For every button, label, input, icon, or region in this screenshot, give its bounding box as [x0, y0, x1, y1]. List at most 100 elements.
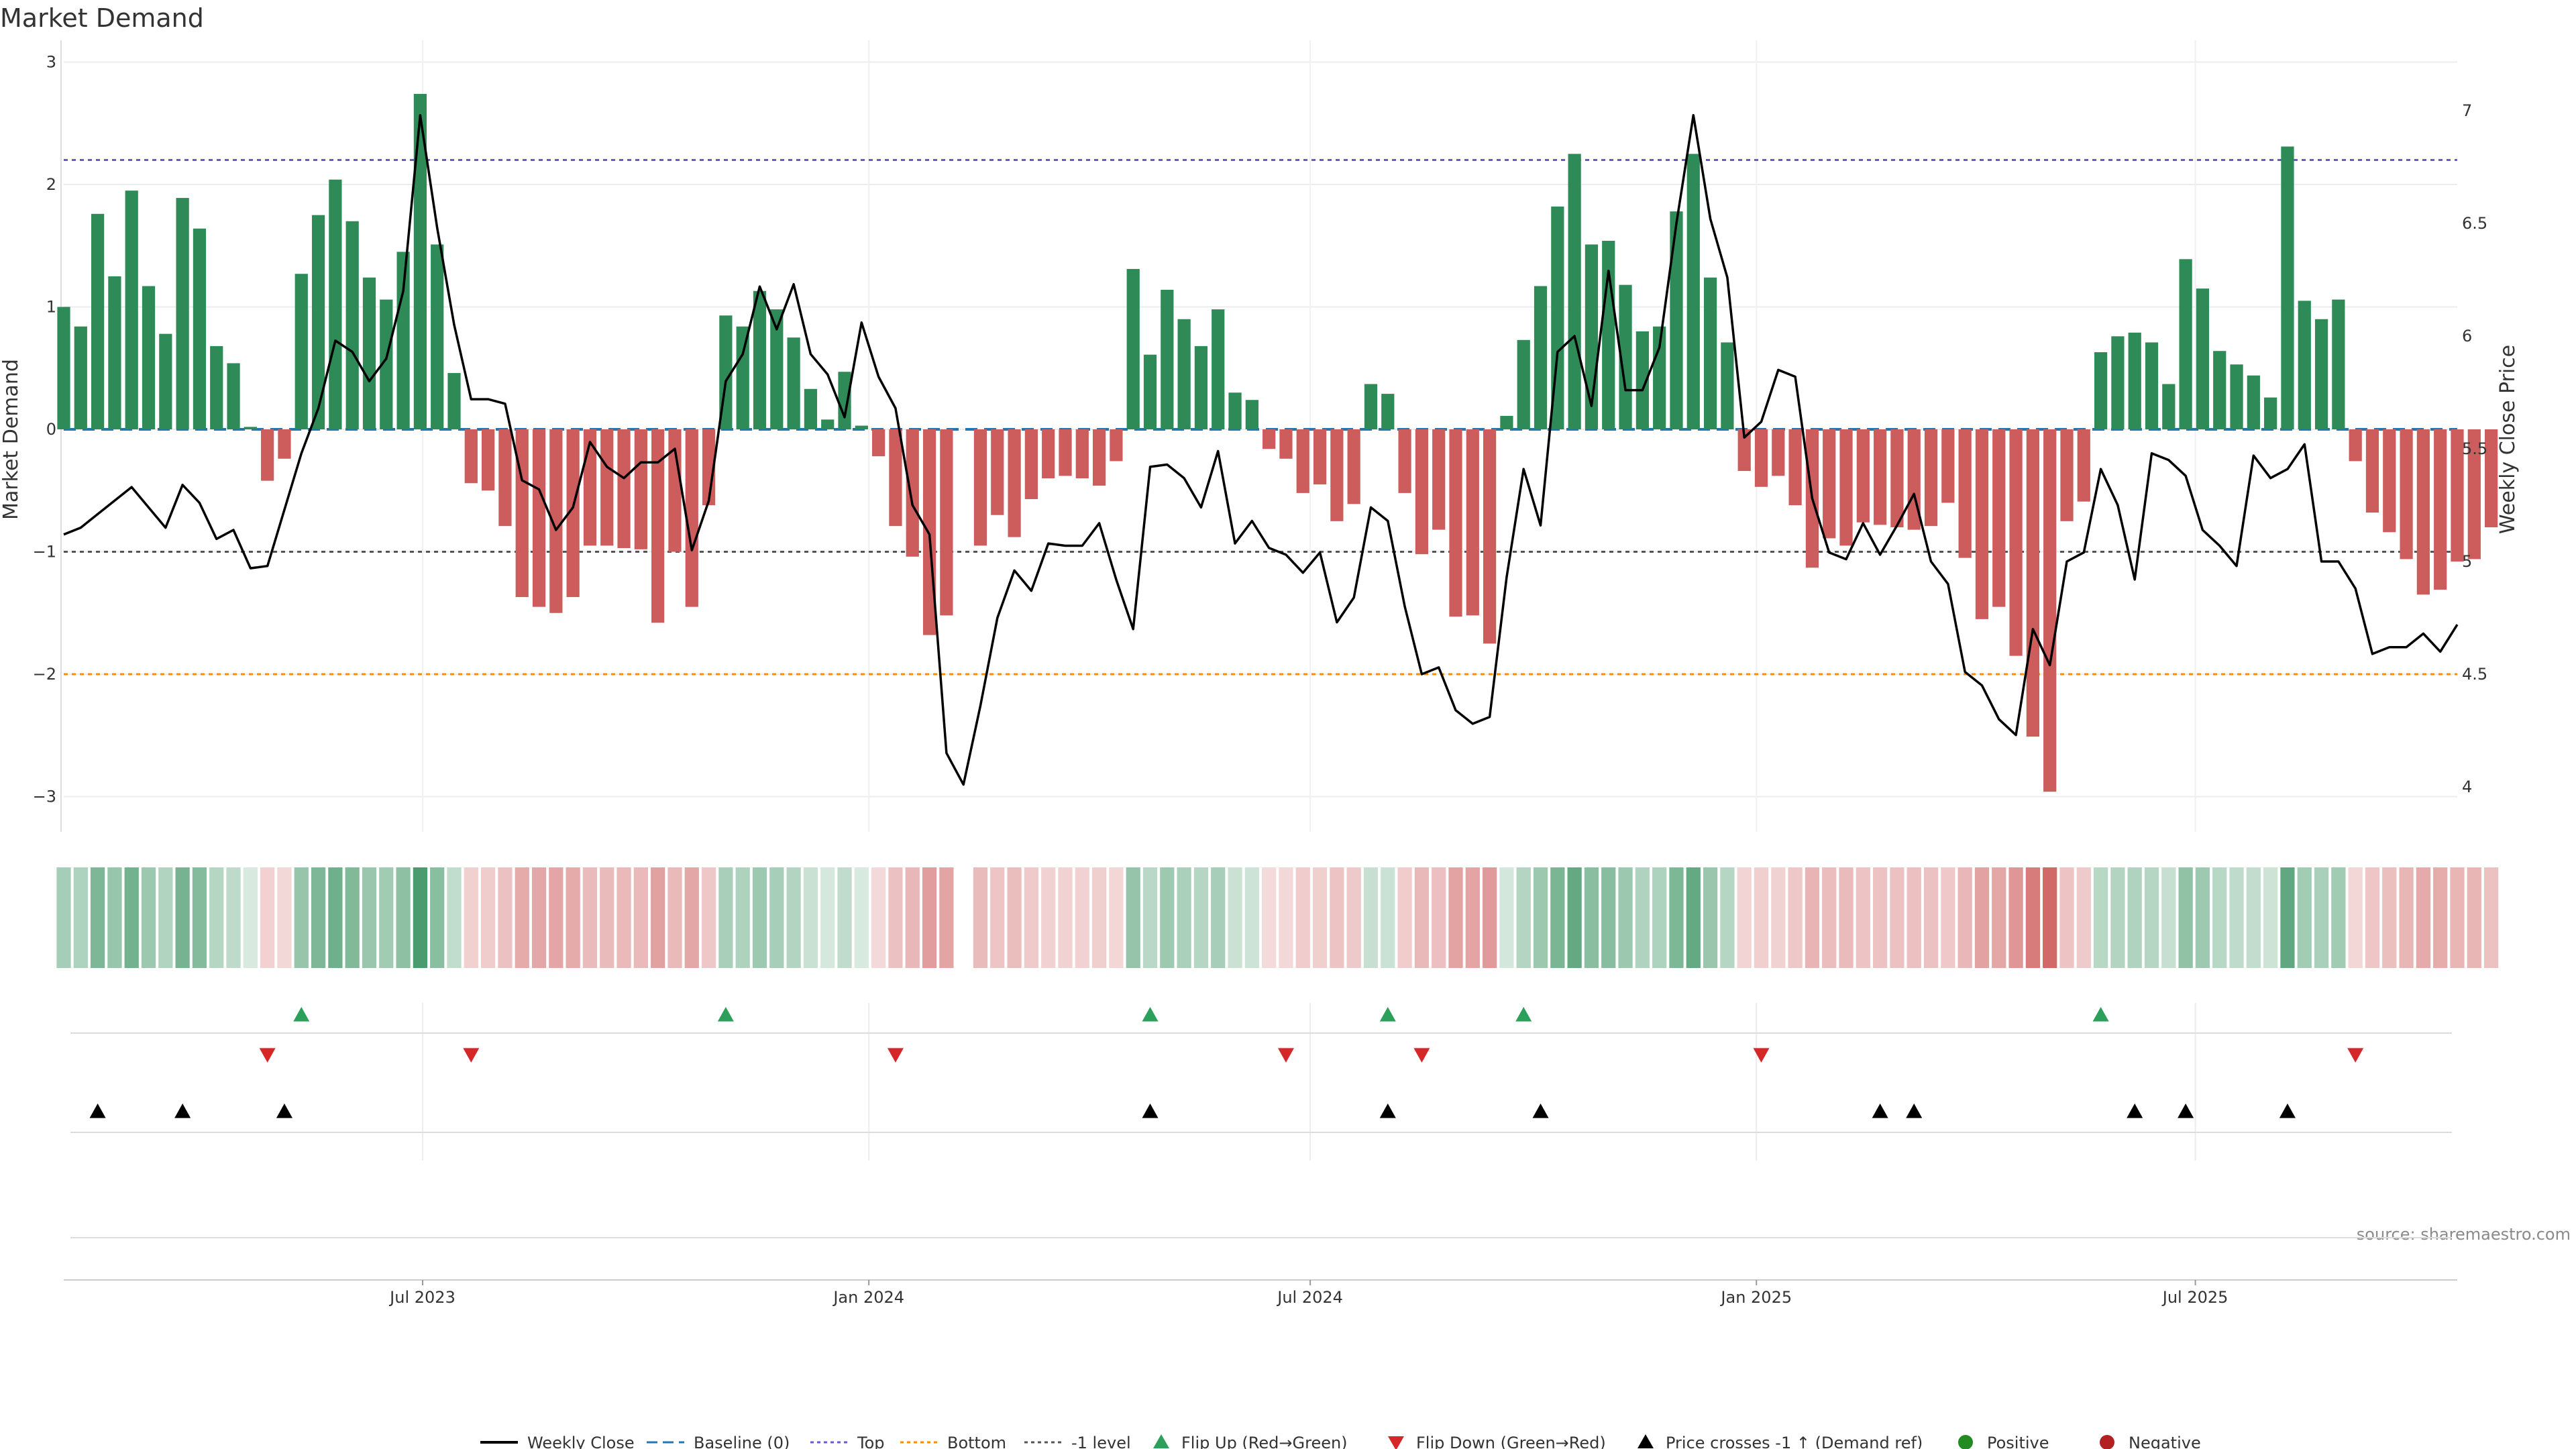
strip-cell [1058, 867, 1073, 968]
strip-cell [2025, 867, 2041, 968]
strip-cell [973, 867, 988, 968]
demand-bar [1568, 154, 1581, 429]
strip-cell [667, 867, 682, 968]
demand-bar [1059, 429, 1072, 476]
strip-cell [345, 867, 360, 968]
demand-bar [1483, 429, 1497, 644]
strip-cell [2229, 867, 2244, 968]
strip-cell [837, 867, 852, 968]
flip-up-marker [2092, 1007, 2109, 1022]
demand-bar [74, 326, 87, 429]
strip-cell [1363, 867, 1379, 968]
demand-bar [193, 228, 207, 429]
right-y-ticks: 7 6.5 6 5.5 5 4.5 4 [2462, 101, 2487, 796]
demand-bar [2230, 364, 2243, 429]
strip-cell [1432, 867, 1446, 968]
demand-bar [549, 429, 563, 613]
weekly-close-line [63, 113, 2459, 786]
strip-cell [2093, 867, 2108, 968]
flip-up-marker [1515, 1007, 1532, 1022]
strip-cell [1703, 867, 1718, 968]
price-line [63, 113, 2459, 786]
strip-cell [2433, 867, 2448, 968]
demand-bar [1823, 429, 1836, 539]
strip-cell [90, 867, 105, 968]
right-tick-label: 4.5 [2462, 665, 2487, 684]
demand-bars [57, 93, 2498, 792]
strip-cell [1397, 867, 1412, 968]
demand-bar [600, 429, 614, 546]
right-tick-label: 4 [2462, 777, 2472, 796]
price-cross-marker [1906, 1104, 1923, 1118]
demand-bar [1177, 319, 1191, 429]
strip-cell [1499, 867, 1514, 968]
strip-cell [480, 867, 496, 968]
strip-cell [1228, 867, 1242, 968]
flip-up-marker [1142, 1007, 1159, 1022]
strip-cell [2178, 867, 2193, 968]
flip-down-marker [2347, 1048, 2364, 1063]
strip-cell [209, 867, 224, 968]
demand-bar [1398, 429, 1411, 493]
demand-bar [940, 429, 953, 616]
strip-cell [1805, 867, 1820, 968]
strip-cell [1262, 867, 1277, 968]
demand-bar [311, 215, 325, 429]
strip-cell [447, 867, 462, 968]
signal-markers [70, 1007, 2452, 1238]
demand-bar [464, 429, 478, 484]
legend-swatch [2100, 1435, 2114, 1449]
strip-cell [2331, 867, 2346, 968]
demand-bar [906, 429, 919, 557]
strip-cell [769, 867, 784, 968]
strip-cell [124, 867, 139, 968]
strip-cell [1126, 867, 1140, 968]
strip-cell [56, 867, 71, 968]
demand-bar [1754, 429, 1768, 487]
chart-title: Market Demand [0, 3, 204, 33]
x-tick-label: Jul 2024 [1276, 1288, 1343, 1307]
strip-cell [2076, 867, 2091, 968]
demand-bar [1126, 268, 1140, 429]
demand-bar [855, 425, 868, 429]
demand-bar [2179, 259, 2192, 429]
strip-cell [2399, 867, 2414, 968]
demand-bar [1364, 384, 1378, 429]
strip-cell [1567, 867, 1582, 968]
demand-bar [1228, 392, 1242, 429]
right-tick-label: 5 [2462, 552, 2472, 571]
right-tick-label: 6 [2462, 327, 2472, 345]
strip-cell [1839, 867, 1854, 968]
strip-cell [1211, 867, 1226, 968]
left-tick-label: 2 [46, 175, 56, 194]
demand-bar [872, 429, 885, 457]
left-tick-label: −1 [33, 543, 56, 561]
strip-cell [515, 867, 529, 968]
strip-cell [990, 867, 1005, 968]
demand-bar [1432, 429, 1446, 530]
left-tick-label: −2 [33, 665, 56, 684]
strip-cell [1873, 867, 1888, 968]
demand-bar [1958, 429, 1972, 558]
flip-down-marker [1277, 1048, 1294, 1063]
strip-cell [1448, 867, 1463, 968]
strip-cell [2365, 867, 2380, 968]
strip-cell [752, 867, 767, 968]
strip-cell [1414, 867, 1430, 968]
strip-cell [1091, 867, 1107, 968]
right-tick-label: 7 [2462, 101, 2472, 120]
demand-bar [210, 345, 223, 429]
demand-bar [1517, 339, 1530, 429]
strip-cell [2483, 867, 2499, 968]
demand-bar [668, 429, 682, 552]
strip-cell [1465, 867, 1480, 968]
strip-cell [1295, 867, 1310, 968]
strip-cell [600, 867, 614, 968]
price-cross-marker [89, 1104, 106, 1118]
demand-bar [244, 427, 257, 429]
demand-bar [1212, 309, 1225, 429]
demand-bar [2298, 301, 2311, 429]
legend-label: Top [857, 1434, 885, 1449]
strip-cell [107, 867, 122, 968]
strip-cell [803, 867, 818, 968]
